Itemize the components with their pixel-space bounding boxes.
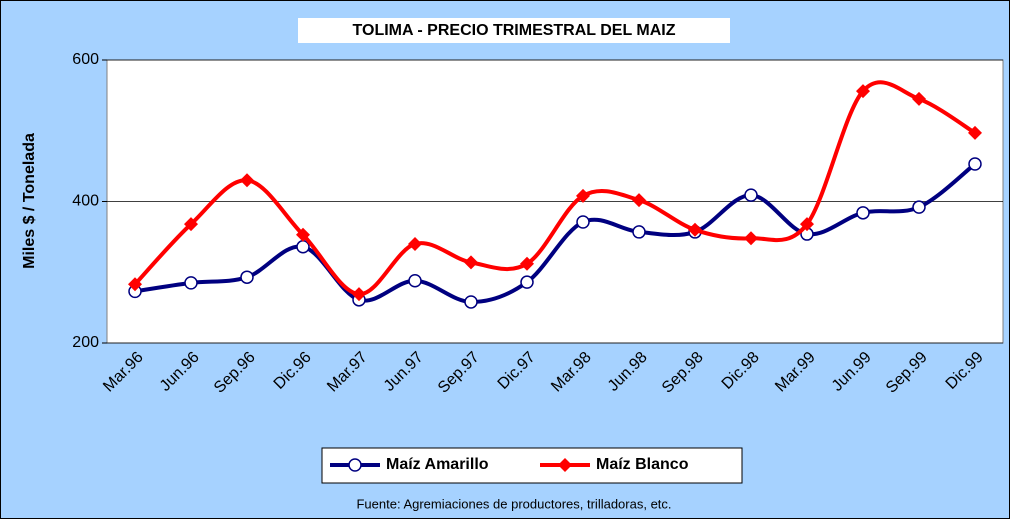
point [128,277,142,292]
chart-title: TOLIMA - PRECIO TRIMESTRAL DEL MAIZ [353,22,676,39]
point [856,206,870,220]
point [520,256,534,271]
title-box [298,18,730,43]
legend [321,447,743,484]
legend-label: Maíz Blanco [596,456,689,473]
legend-label: Maíz Amarillo [386,456,489,473]
point [464,295,478,309]
point [576,188,590,203]
y-tick-label: 400 [72,193,99,210]
point [912,200,926,214]
y-tick-label: 600 [72,51,99,68]
point [632,225,646,239]
point [688,222,702,237]
point [464,255,478,270]
point [296,227,310,242]
point [576,215,590,229]
point [744,231,758,246]
point [352,287,366,302]
y-tick-label: 200 [72,334,99,351]
point [408,273,422,288]
point [800,217,814,232]
point [184,217,198,232]
point [240,270,254,284]
point [744,188,758,202]
point [296,240,310,254]
point [968,125,982,140]
point [632,193,646,208]
series-line [134,162,977,304]
series-line [133,80,977,297]
point [912,91,926,106]
point [520,275,534,289]
legend-marker [558,458,572,472]
point [184,276,198,290]
point [968,157,982,171]
point [408,236,422,251]
source-note: Fuente: Agremiaciones de productores, tr… [356,496,671,511]
point [240,173,254,188]
point [856,84,870,99]
y-axis-title: Miles $ / Tonelada [21,133,38,269]
legend-marker [348,458,362,472]
